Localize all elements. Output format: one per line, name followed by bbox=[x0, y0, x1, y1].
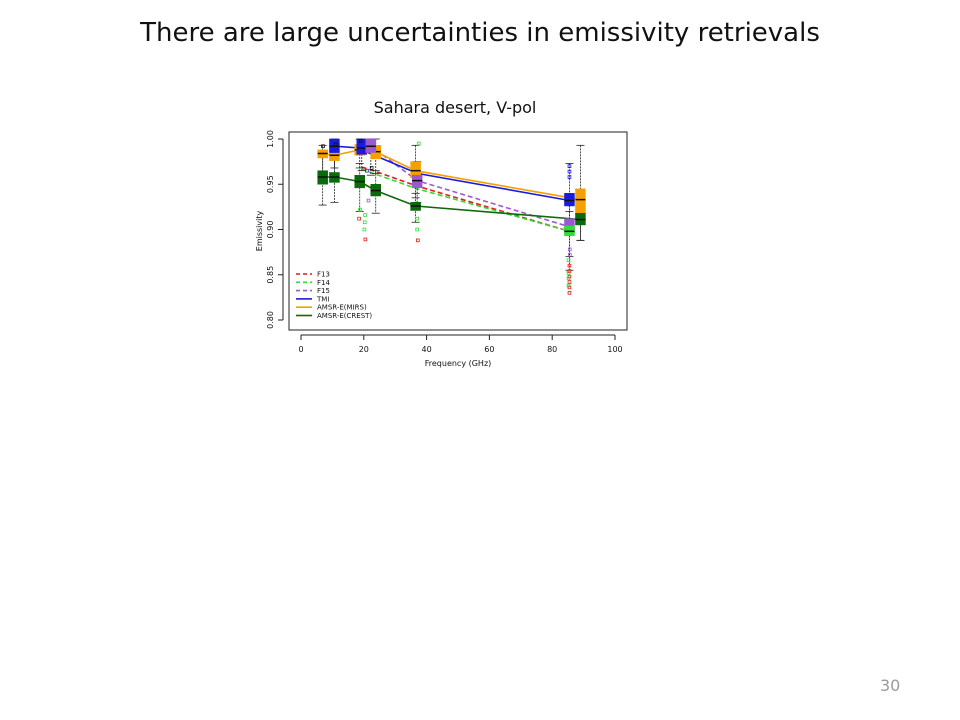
chart-subtitle: Sahara desert, V-pol bbox=[373, 98, 537, 117]
outlier-point bbox=[415, 216, 419, 221]
y-tick-label: 0.80 bbox=[266, 311, 275, 329]
legend-label: AMSR-E(CREST) bbox=[317, 312, 372, 320]
box bbox=[411, 174, 423, 189]
outlier-point bbox=[567, 291, 572, 295]
plot-frame bbox=[288, 131, 628, 331]
box bbox=[564, 193, 575, 207]
outlier-point bbox=[567, 253, 572, 257]
x-axis-label: Frequency (GHz) bbox=[425, 359, 492, 368]
x-tick-label: 40 bbox=[422, 345, 432, 354]
box bbox=[575, 188, 586, 214]
outlier-point bbox=[567, 175, 572, 179]
outlier-point bbox=[567, 247, 572, 252]
outlier-point bbox=[358, 207, 362, 212]
outlier-point bbox=[363, 213, 367, 217]
y-tick-label: 0.95 bbox=[266, 175, 275, 193]
outlier-point bbox=[416, 238, 420, 243]
legend-label: AMSR-E(MIRS) bbox=[317, 304, 367, 312]
outlier-point bbox=[415, 227, 419, 232]
outlier-point bbox=[567, 269, 572, 273]
outlier-point bbox=[357, 216, 361, 221]
slide-title: There are large uncertainties in emissiv… bbox=[140, 18, 820, 48]
x-tick-label: 80 bbox=[547, 345, 557, 354]
y-tick-label: 0.85 bbox=[266, 266, 275, 284]
outlier-point bbox=[362, 227, 367, 232]
series-line bbox=[361, 168, 570, 233]
outlier-point bbox=[567, 285, 572, 290]
legend-label: F15 bbox=[317, 287, 330, 295]
outlier-point bbox=[567, 280, 572, 284]
outlier-point bbox=[358, 139, 363, 143]
outlier-point bbox=[567, 263, 572, 268]
outlier-point bbox=[567, 164, 572, 168]
outlier-point bbox=[321, 144, 325, 149]
series-line bbox=[334, 145, 570, 202]
legend-label: F13 bbox=[317, 271, 330, 279]
outlier-point bbox=[566, 276, 571, 281]
x-tick-label: 60 bbox=[484, 345, 494, 354]
y-tick-label: 0.90 bbox=[266, 221, 275, 239]
legend-label: F14 bbox=[317, 279, 330, 287]
y-axis-label: Emissivity bbox=[255, 211, 264, 252]
outlier-point bbox=[566, 271, 571, 275]
outlier-point bbox=[333, 142, 338, 147]
outlier-point bbox=[566, 283, 571, 288]
outlier-point bbox=[366, 198, 371, 203]
x-tick-label: 20 bbox=[359, 345, 369, 354]
outlier-point bbox=[567, 169, 572, 174]
series-line bbox=[361, 166, 570, 233]
outlier-point bbox=[365, 168, 369, 173]
outlier-point bbox=[362, 220, 367, 225]
legend-label: TMI bbox=[316, 295, 329, 303]
x-tick-label: 0 bbox=[298, 345, 303, 354]
page-number: 30 bbox=[880, 676, 901, 695]
outlier-point bbox=[566, 258, 571, 263]
outlier-point bbox=[416, 141, 421, 146]
y-tick-label: 1.00 bbox=[266, 130, 275, 148]
x-tick-label: 100 bbox=[607, 345, 622, 354]
outlier-point bbox=[567, 274, 572, 279]
outlier-point bbox=[369, 166, 374, 170]
series-line bbox=[361, 142, 570, 228]
outlier-point bbox=[363, 237, 368, 242]
